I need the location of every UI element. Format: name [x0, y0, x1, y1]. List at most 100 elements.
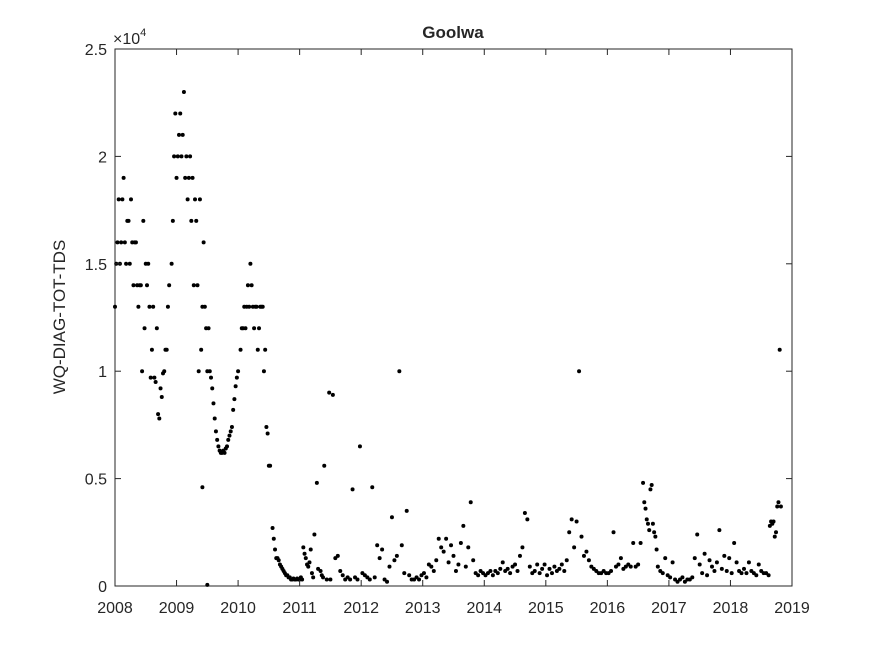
data-point	[303, 556, 308, 561]
data-point	[263, 347, 268, 352]
data-point	[222, 450, 227, 455]
data-point	[215, 437, 220, 442]
data-point	[158, 386, 163, 391]
data-point	[739, 571, 744, 576]
data-point	[367, 577, 372, 582]
data-point	[115, 240, 120, 245]
data-point	[690, 575, 695, 580]
data-point	[122, 240, 127, 245]
data-point	[569, 517, 574, 522]
y-tick-label: 2	[98, 149, 107, 166]
data-point	[628, 564, 633, 569]
data-point	[350, 487, 355, 492]
data-point	[260, 304, 265, 309]
data-point	[194, 218, 199, 223]
data-point	[191, 283, 196, 288]
data-point	[340, 573, 345, 578]
data-point	[254, 304, 259, 309]
data-point	[377, 556, 382, 561]
data-point	[498, 566, 503, 571]
data-point	[660, 571, 665, 576]
data-point	[616, 562, 621, 567]
data-point	[729, 571, 734, 576]
data-point	[655, 564, 660, 569]
data-point	[584, 549, 589, 554]
data-point	[322, 463, 327, 468]
data-point	[249, 283, 254, 288]
data-point	[549, 571, 554, 576]
data-point	[188, 154, 193, 159]
data-point	[577, 369, 582, 374]
y-exponent-multiplier: ×104	[113, 27, 146, 48]
data-point	[301, 545, 306, 550]
data-point	[302, 551, 307, 556]
data-point	[513, 562, 518, 567]
data-point	[618, 556, 623, 561]
data-point	[515, 568, 520, 573]
data-point	[692, 556, 697, 561]
data-point	[712, 568, 717, 573]
data-point	[255, 347, 260, 352]
data-point	[199, 347, 204, 352]
data-point	[321, 575, 326, 580]
data-point	[307, 560, 312, 565]
data-point	[335, 553, 340, 558]
data-point	[151, 304, 156, 309]
data-point	[193, 197, 198, 202]
data-point	[113, 304, 117, 309]
data-point	[636, 562, 641, 567]
data-point	[372, 575, 377, 580]
data-point	[734, 560, 739, 565]
data-point	[136, 304, 141, 309]
data-point	[756, 562, 761, 567]
data-point	[201, 240, 206, 245]
data-point	[490, 573, 495, 578]
data-point	[243, 326, 248, 331]
data-point	[185, 197, 190, 202]
data-point	[324, 577, 329, 582]
data-point	[417, 577, 422, 582]
data-point	[641, 480, 646, 485]
data-point	[520, 545, 525, 550]
y-axis-label: WQ-DIAG-TOT-TDS	[50, 240, 69, 395]
data-point	[152, 375, 157, 380]
data-point	[525, 517, 530, 522]
data-point	[348, 577, 353, 582]
data-point	[540, 566, 545, 571]
data-point	[124, 261, 129, 266]
data-point	[153, 379, 158, 384]
data-point	[167, 283, 172, 288]
data-point	[271, 536, 276, 541]
data-point	[776, 500, 781, 505]
data-point	[649, 483, 654, 488]
data-point	[119, 240, 124, 245]
data-point	[306, 564, 311, 569]
data-point	[424, 575, 429, 580]
data-point	[707, 558, 712, 563]
data-point	[775, 504, 780, 509]
data-point	[648, 487, 653, 492]
x-tick-label: 2012	[343, 600, 379, 617]
data-point	[247, 304, 252, 309]
data-point	[300, 577, 305, 582]
data-point	[397, 369, 402, 374]
data-point	[133, 240, 138, 245]
data-point	[705, 573, 710, 578]
data-point	[140, 369, 145, 374]
data-point	[206, 326, 211, 331]
data-point	[746, 560, 751, 565]
data-point	[702, 551, 707, 556]
data-point	[449, 543, 454, 548]
data-point	[647, 528, 652, 533]
data-point	[270, 526, 275, 531]
y-axis-ticks: 0 0.5 1 1.5 2 2.5	[85, 42, 792, 596]
data-point	[722, 553, 727, 558]
data-point	[463, 564, 468, 569]
data-point	[508, 571, 513, 576]
data-point	[264, 425, 269, 430]
data-point	[145, 283, 150, 288]
data-point	[709, 564, 714, 569]
data-point	[147, 304, 152, 309]
y-tick-label: 0.5	[85, 472, 107, 489]
data-point	[404, 508, 409, 513]
